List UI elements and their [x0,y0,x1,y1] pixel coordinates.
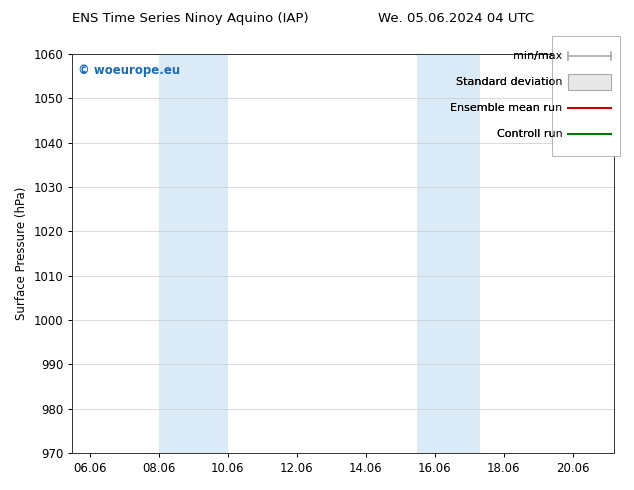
Text: Ensemble mean run: Ensemble mean run [450,103,562,113]
Text: Controll run: Controll run [497,129,562,139]
Text: min/max: min/max [514,51,562,61]
Text: ENS Time Series Ninoy Aquino (IAP): ENS Time Series Ninoy Aquino (IAP) [72,12,309,25]
Text: © woeurope.eu: © woeurope.eu [78,64,180,77]
Bar [158,54,228,453]
Text: min/max: min/max [514,51,562,61]
Text: We. 05.06.2024 04 UTC: We. 05.06.2024 04 UTC [378,12,534,25]
Text: Standard deviation: Standard deviation [456,77,562,87]
Y-axis label: Surface Pressure (hPa): Surface Pressure (hPa) [15,187,28,320]
FancyBboxPatch shape [568,74,611,90]
Text: Controll run: Controll run [497,129,562,139]
Text: Ensemble mean run: Ensemble mean run [450,103,562,113]
FancyBboxPatch shape [552,36,619,156]
FancyBboxPatch shape [568,74,611,90]
Bar [417,54,479,453]
Text: Standard deviation: Standard deviation [456,77,562,87]
